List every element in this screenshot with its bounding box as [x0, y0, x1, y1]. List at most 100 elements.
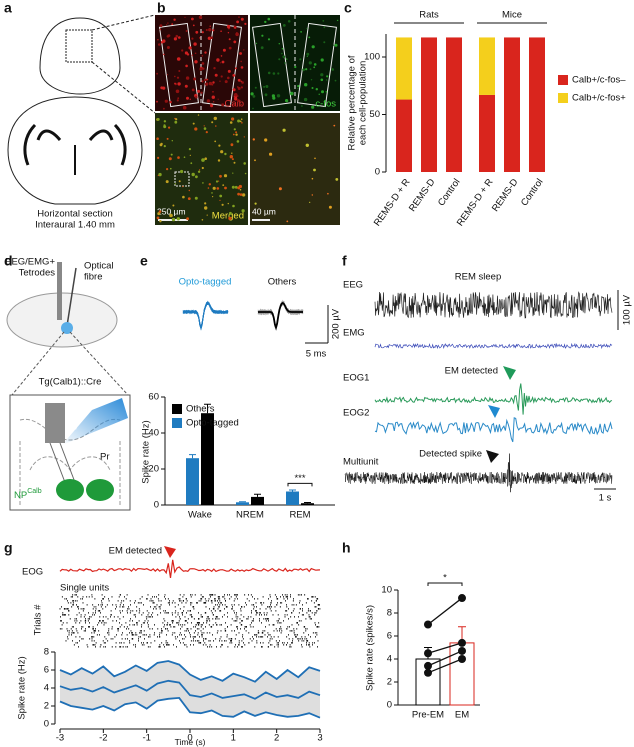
cell: [306, 52, 310, 56]
y-tick-label: 20: [148, 464, 159, 475]
cell: [254, 159, 256, 162]
panel-label: h: [342, 540, 351, 556]
cell: [204, 51, 207, 54]
x-tick-label: Wake: [188, 510, 212, 521]
cell: [334, 79, 337, 82]
cell: [331, 68, 335, 71]
cell: [164, 99, 168, 103]
cell: [177, 82, 181, 86]
cell: [261, 34, 264, 37]
x-axis-label: Time (s): [175, 737, 206, 747]
cell: [197, 114, 200, 116]
cell: [244, 22, 247, 25]
cell: [237, 87, 241, 90]
cell: [304, 83, 308, 87]
cell: [240, 86, 243, 89]
channel-label: Merged: [212, 211, 244, 222]
cell: [238, 184, 242, 189]
cell: [189, 98, 191, 101]
cell: [207, 36, 212, 40]
cell: [215, 180, 219, 183]
section-box: [65, 29, 93, 63]
cell: [308, 61, 312, 65]
label: EEG/EMG+: [5, 257, 55, 268]
y-tick-label: 2: [44, 701, 49, 712]
cell: [206, 78, 209, 81]
cell: [204, 206, 208, 210]
cell: [190, 162, 193, 165]
channel-label: EOG2: [343, 408, 369, 419]
optical-fibre: [66, 267, 77, 327]
cell: [171, 23, 174, 26]
cell: [217, 159, 221, 162]
cell: [220, 30, 222, 32]
annotation: EM detected: [109, 546, 162, 557]
cell: [206, 214, 208, 216]
arrowhead: [488, 405, 500, 418]
y-tick-label: 8: [387, 608, 392, 619]
cell: [237, 192, 241, 196]
cell: [323, 26, 326, 29]
cell: [210, 104, 214, 108]
cell: [219, 174, 222, 178]
cell: [212, 81, 215, 84]
cell: [230, 143, 234, 147]
cell: [174, 183, 177, 185]
cell: [278, 43, 280, 45]
cell: [254, 86, 257, 89]
cell: [282, 24, 286, 27]
legend-swatch: [558, 93, 568, 103]
cell: [287, 20, 291, 23]
cell: [241, 209, 245, 213]
cell: [166, 35, 170, 38]
x-tick-label: REMS-D: [407, 177, 438, 214]
cell: [163, 124, 166, 127]
cell: [237, 78, 241, 82]
cell: [208, 183, 211, 186]
cell: [184, 84, 188, 88]
cell: [244, 172, 247, 175]
cell: [224, 80, 228, 84]
pair-line: [427, 650, 463, 667]
cell: [219, 80, 221, 82]
cell: [213, 67, 216, 70]
bar-segment: [529, 37, 545, 173]
line: [59, 679, 321, 700]
point: [458, 638, 466, 647]
cell: [260, 46, 264, 50]
cell: [176, 217, 180, 221]
y-tick-label: 0: [375, 167, 380, 178]
cell: [243, 136, 245, 138]
light-cone: [62, 398, 128, 445]
cell: [178, 36, 181, 39]
cell: [163, 53, 165, 56]
cell: [159, 28, 161, 31]
cell: [173, 18, 176, 21]
group-label: Mice: [502, 10, 522, 21]
cell: [163, 107, 165, 110]
cell: [311, 177, 314, 180]
cell: [165, 180, 169, 184]
cell: [320, 78, 324, 82]
cell: [166, 137, 169, 140]
cell: [169, 100, 172, 104]
cell: [278, 58, 281, 61]
cell: [199, 37, 201, 39]
error-bar: [289, 489, 296, 492]
significance-bracket: [287, 482, 313, 487]
cell: [192, 122, 195, 125]
cell: [212, 90, 214, 93]
cell: [285, 99, 289, 103]
cell: [228, 38, 231, 41]
cell: [239, 193, 243, 196]
cell: [221, 203, 224, 206]
cell: [157, 174, 159, 177]
cell: [191, 54, 193, 56]
x-tick-label: NREM: [236, 510, 264, 521]
y-tick-label: 60: [148, 392, 159, 403]
cell: [208, 28, 212, 32]
cell: [313, 168, 316, 172]
bar: [251, 496, 264, 505]
region: NP: [14, 490, 27, 501]
error-bar: [189, 454, 196, 459]
